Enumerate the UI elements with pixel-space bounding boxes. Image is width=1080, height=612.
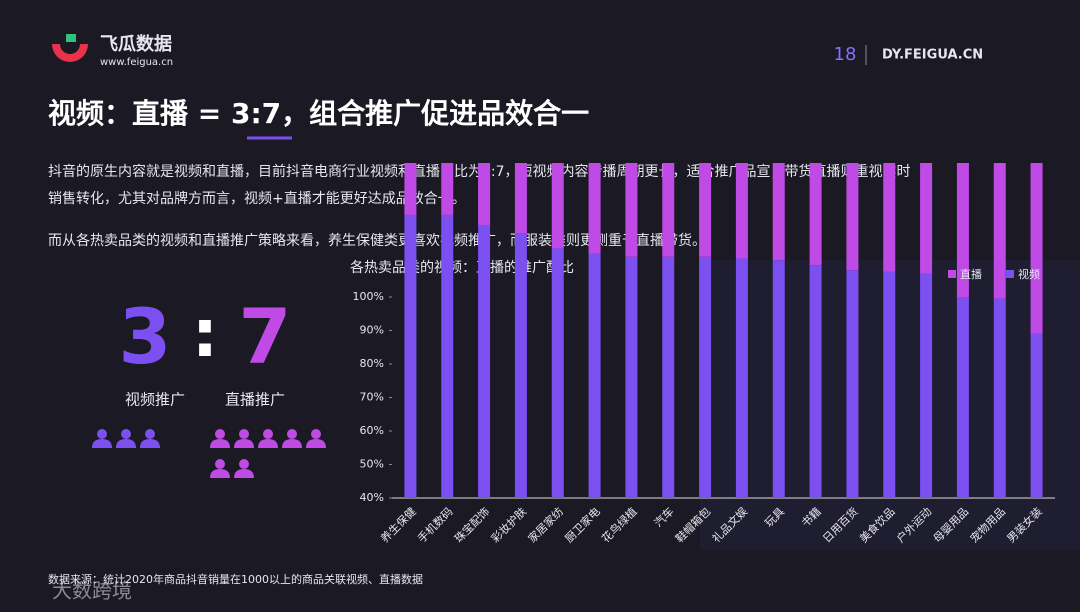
legend-swatch: [1006, 270, 1014, 278]
bar-segment: [441, 214, 454, 499]
bar-segment: [478, 224, 491, 498]
ratio-right-label: 直播推广: [225, 391, 285, 409]
bar-segment: [809, 163, 822, 266]
bar-segment: [735, 163, 748, 259]
watermark: 大数跨境: [52, 579, 132, 603]
paragraph: 销售转化，尤其对品牌方而言，视频+直播才能更好达成品效合一。: [48, 190, 466, 207]
bar-segment: [1030, 163, 1043, 334]
bar-segment: [735, 258, 748, 498]
bar-segment: [551, 248, 564, 498]
bar-segment: [846, 163, 859, 271]
ratio-right: 7: [239, 292, 292, 381]
bar-segment: [956, 163, 969, 297]
bar-segment: [514, 163, 527, 234]
paragraph: 而从各热卖品类的视频和直播推广策略来看，养生保健类更喜欢视频推广，而服装类则更侧…: [48, 232, 706, 249]
bar-segment: [625, 256, 638, 498]
source: 数据来源：统计2020年商品抖音销量在1000以上的商品关联视频、直播数据: [48, 572, 423, 586]
y-tick-label: 80%: [360, 357, 384, 370]
bar-segment: [772, 260, 785, 498]
bar-segment: [920, 273, 933, 498]
y-tick-label: 40%: [360, 491, 384, 504]
bar-segment: [441, 163, 454, 215]
ratio-left-label: 视频推广: [125, 391, 185, 409]
bar-segment: [920, 163, 933, 274]
domain: DY.FEIGUA.CN: [882, 48, 983, 63]
y-tick-label: 50%: [360, 458, 384, 471]
bar-segment: [404, 214, 417, 499]
logo: [52, 34, 88, 62]
y-tick-label: 60%: [360, 424, 384, 437]
bar-segment: [883, 163, 896, 272]
bar-segment: [588, 253, 601, 498]
y-tick-label: 90%: [360, 324, 384, 337]
bar-segment: [551, 163, 564, 249]
page-number: 18: [834, 44, 857, 65]
legend-label: 直播: [960, 267, 982, 281]
bar-segment: [772, 163, 785, 261]
chart-title: 各热卖品类的视频：直播的推广配比: [350, 259, 574, 276]
ratio-separator: :: [192, 295, 218, 372]
site: www.feigua.cn: [100, 57, 173, 68]
bar-segment: [809, 265, 822, 498]
bar-segment: [883, 271, 896, 498]
bar-segment: [404, 163, 417, 215]
video-people: [92, 429, 160, 448]
bar-segment: [993, 163, 1006, 299]
bar-segment: [956, 297, 969, 498]
bar-segment: [478, 163, 491, 225]
title: 视频：直播 = 3:7，组合推广促进品效合一: [48, 97, 589, 130]
legend-label: 视频: [1018, 267, 1040, 281]
bar-segment: [699, 163, 712, 257]
bar-segment: [1030, 333, 1043, 498]
y-tick-label: 100%: [353, 290, 384, 303]
ratio-left: 3: [119, 292, 172, 381]
bar-segment: [514, 233, 527, 498]
y-tick-label: 70%: [360, 391, 384, 404]
bar-segment: [993, 298, 1006, 498]
bar-segment: [699, 256, 712, 498]
bar-segment: [625, 163, 638, 257]
bar-segment: [846, 270, 859, 498]
legend-swatch: [948, 270, 956, 278]
brand: 飞瓜数据: [100, 33, 172, 55]
bar-segment: [662, 256, 675, 498]
bar-segment: [588, 163, 601, 254]
bar-segment: [662, 163, 675, 257]
